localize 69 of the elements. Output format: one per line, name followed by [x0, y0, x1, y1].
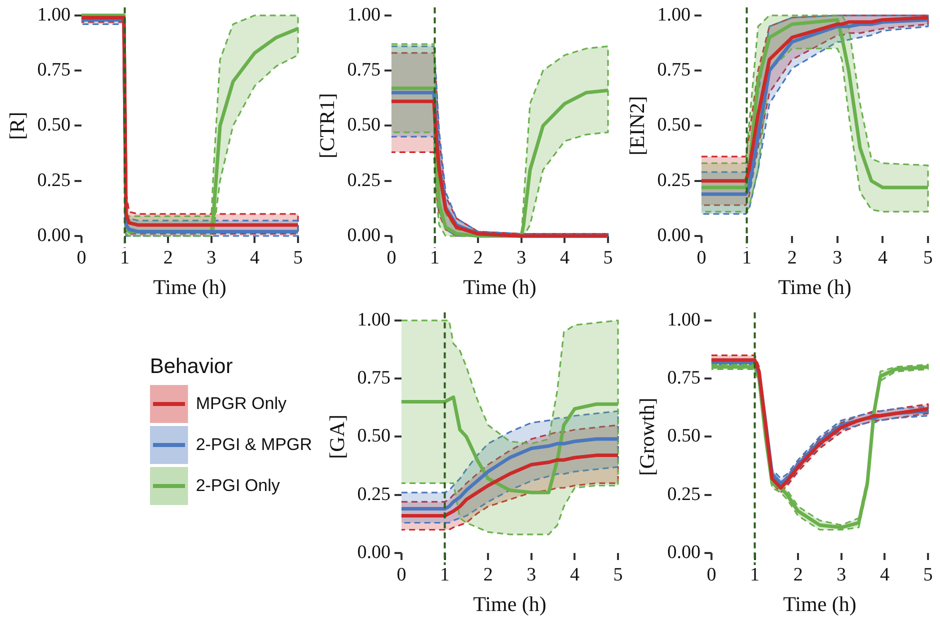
- x-tick-label: 2: [793, 564, 803, 586]
- y-tick-label: 0.00: [667, 542, 700, 563]
- y-tick-label: 0.00: [347, 224, 380, 246]
- x-axis-title: Time (h): [783, 592, 856, 616]
- y-tick-label: 0.50: [357, 426, 390, 447]
- x-axis-title: Time (h): [473, 592, 546, 616]
- y-tick-label: 1.00: [37, 4, 70, 26]
- y-axis-title: [GA]: [325, 414, 350, 459]
- y-axis-title: [R]: [5, 112, 30, 140]
- x-tick-label: 3: [516, 247, 526, 268]
- x-axis-title: Time (h): [778, 274, 852, 299]
- x-tick-label: 0: [706, 564, 716, 586]
- legend-label: 2-PGI Only: [196, 476, 280, 496]
- x-tick-label: 5: [613, 564, 623, 586]
- x-tick-label: 5: [603, 247, 613, 268]
- y-tick-label: 0.50: [667, 426, 700, 447]
- x-tick-label: 3: [832, 247, 842, 268]
- y-tick-label: 1.00: [347, 4, 380, 26]
- x-tick-label: 1: [430, 247, 440, 268]
- legend-label: 2-PGI & MPGR: [196, 435, 312, 455]
- x-tick-label: 5: [293, 247, 303, 268]
- x-tick-label: 1: [440, 564, 450, 586]
- x-tick-label: 4: [570, 564, 580, 586]
- x-tick-label: 4: [250, 247, 260, 268]
- y-axis-title: [CTR1]: [315, 93, 340, 158]
- x-tick-label: 5: [923, 247, 933, 268]
- y-tick-label: 1.00: [657, 4, 690, 26]
- x-tick-label: 2: [483, 564, 493, 586]
- y-tick-label: 1.00: [357, 309, 390, 330]
- x-tick-label: 4: [560, 247, 570, 268]
- x-axis-title: Time (h): [463, 274, 536, 299]
- x-tick-label: 5: [923, 564, 933, 586]
- y-tick-label: 0.50: [347, 114, 380, 136]
- y-tick-label: 0.50: [657, 114, 690, 136]
- y-tick-label: 0.25: [357, 484, 390, 505]
- y-axis-title: [EIN2]: [625, 96, 650, 156]
- y-tick-label: 0.75: [347, 60, 380, 81]
- x-tick-label: 0: [396, 564, 406, 586]
- x-tick-label: 1: [120, 247, 130, 268]
- y-tick-label: 0.25: [347, 170, 380, 191]
- y-tick-label: 0.75: [667, 368, 700, 389]
- x-tick-label: 1: [750, 564, 760, 586]
- y-tick-label: 0.75: [357, 368, 390, 389]
- y-tick-label: 0.00: [37, 224, 70, 246]
- x-tick-label: 2: [163, 247, 173, 268]
- y-axis-title: [Growth]: [635, 398, 660, 476]
- x-tick-label: 4: [880, 564, 890, 586]
- y-tick-label: 0.25: [657, 170, 690, 191]
- legend-title: Behavior: [150, 355, 234, 379]
- x-tick-label: 4: [878, 247, 888, 268]
- y-tick-label: 0.25: [37, 170, 70, 191]
- x-axis-title: Time (h): [153, 274, 226, 299]
- x-tick-label: 0: [76, 247, 86, 268]
- x-tick-label: 3: [206, 247, 216, 268]
- y-tick-label: 0.75: [657, 60, 690, 81]
- x-tick-label: 0: [696, 247, 706, 268]
- y-tick-label: 0.00: [357, 542, 390, 563]
- y-tick-label: 0.75: [37, 60, 70, 81]
- x-tick-label: 2: [787, 247, 797, 268]
- y-tick-label: 0.00: [657, 224, 690, 246]
- x-tick-label: 0: [386, 247, 396, 268]
- y-tick-label: 0.50: [37, 114, 70, 136]
- x-tick-label: 3: [526, 564, 536, 586]
- y-tick-label: 0.25: [667, 484, 700, 505]
- x-tick-label: 3: [836, 564, 846, 586]
- x-tick-label: 2: [473, 247, 483, 268]
- legend-label: MPGR Only: [196, 394, 286, 414]
- y-tick-label: 1.00: [667, 309, 700, 330]
- x-tick-label: 1: [742, 247, 752, 268]
